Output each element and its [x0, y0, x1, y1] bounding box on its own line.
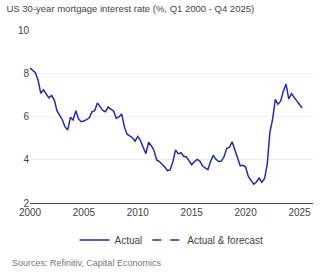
svg-text:Actual: Actual [115, 235, 143, 246]
svg-text:2000: 2000 [19, 207, 42, 218]
svg-text:2015: 2015 [181, 207, 204, 218]
svg-text:2: 2 [23, 198, 29, 209]
svg-text:2010: 2010 [127, 207, 150, 218]
svg-text:4: 4 [23, 154, 29, 165]
svg-text:2005: 2005 [73, 207, 96, 218]
svg-text:2020: 2020 [234, 207, 257, 218]
svg-text:Actual & forecast: Actual & forecast [187, 235, 263, 246]
svg-text:8: 8 [23, 68, 29, 79]
svg-text:6: 6 [23, 111, 29, 122]
svg-text:2025: 2025 [288, 207, 311, 218]
svg-text:10: 10 [18, 25, 30, 36]
svg-text:Sources: Refinitiv, Capital Ec: Sources: Refinitiv, Capital Economics [12, 258, 161, 268]
svg-text:US 30-year mortgage interest r: US 30-year mortgage interest rate (%, Q1… [7, 3, 255, 14]
